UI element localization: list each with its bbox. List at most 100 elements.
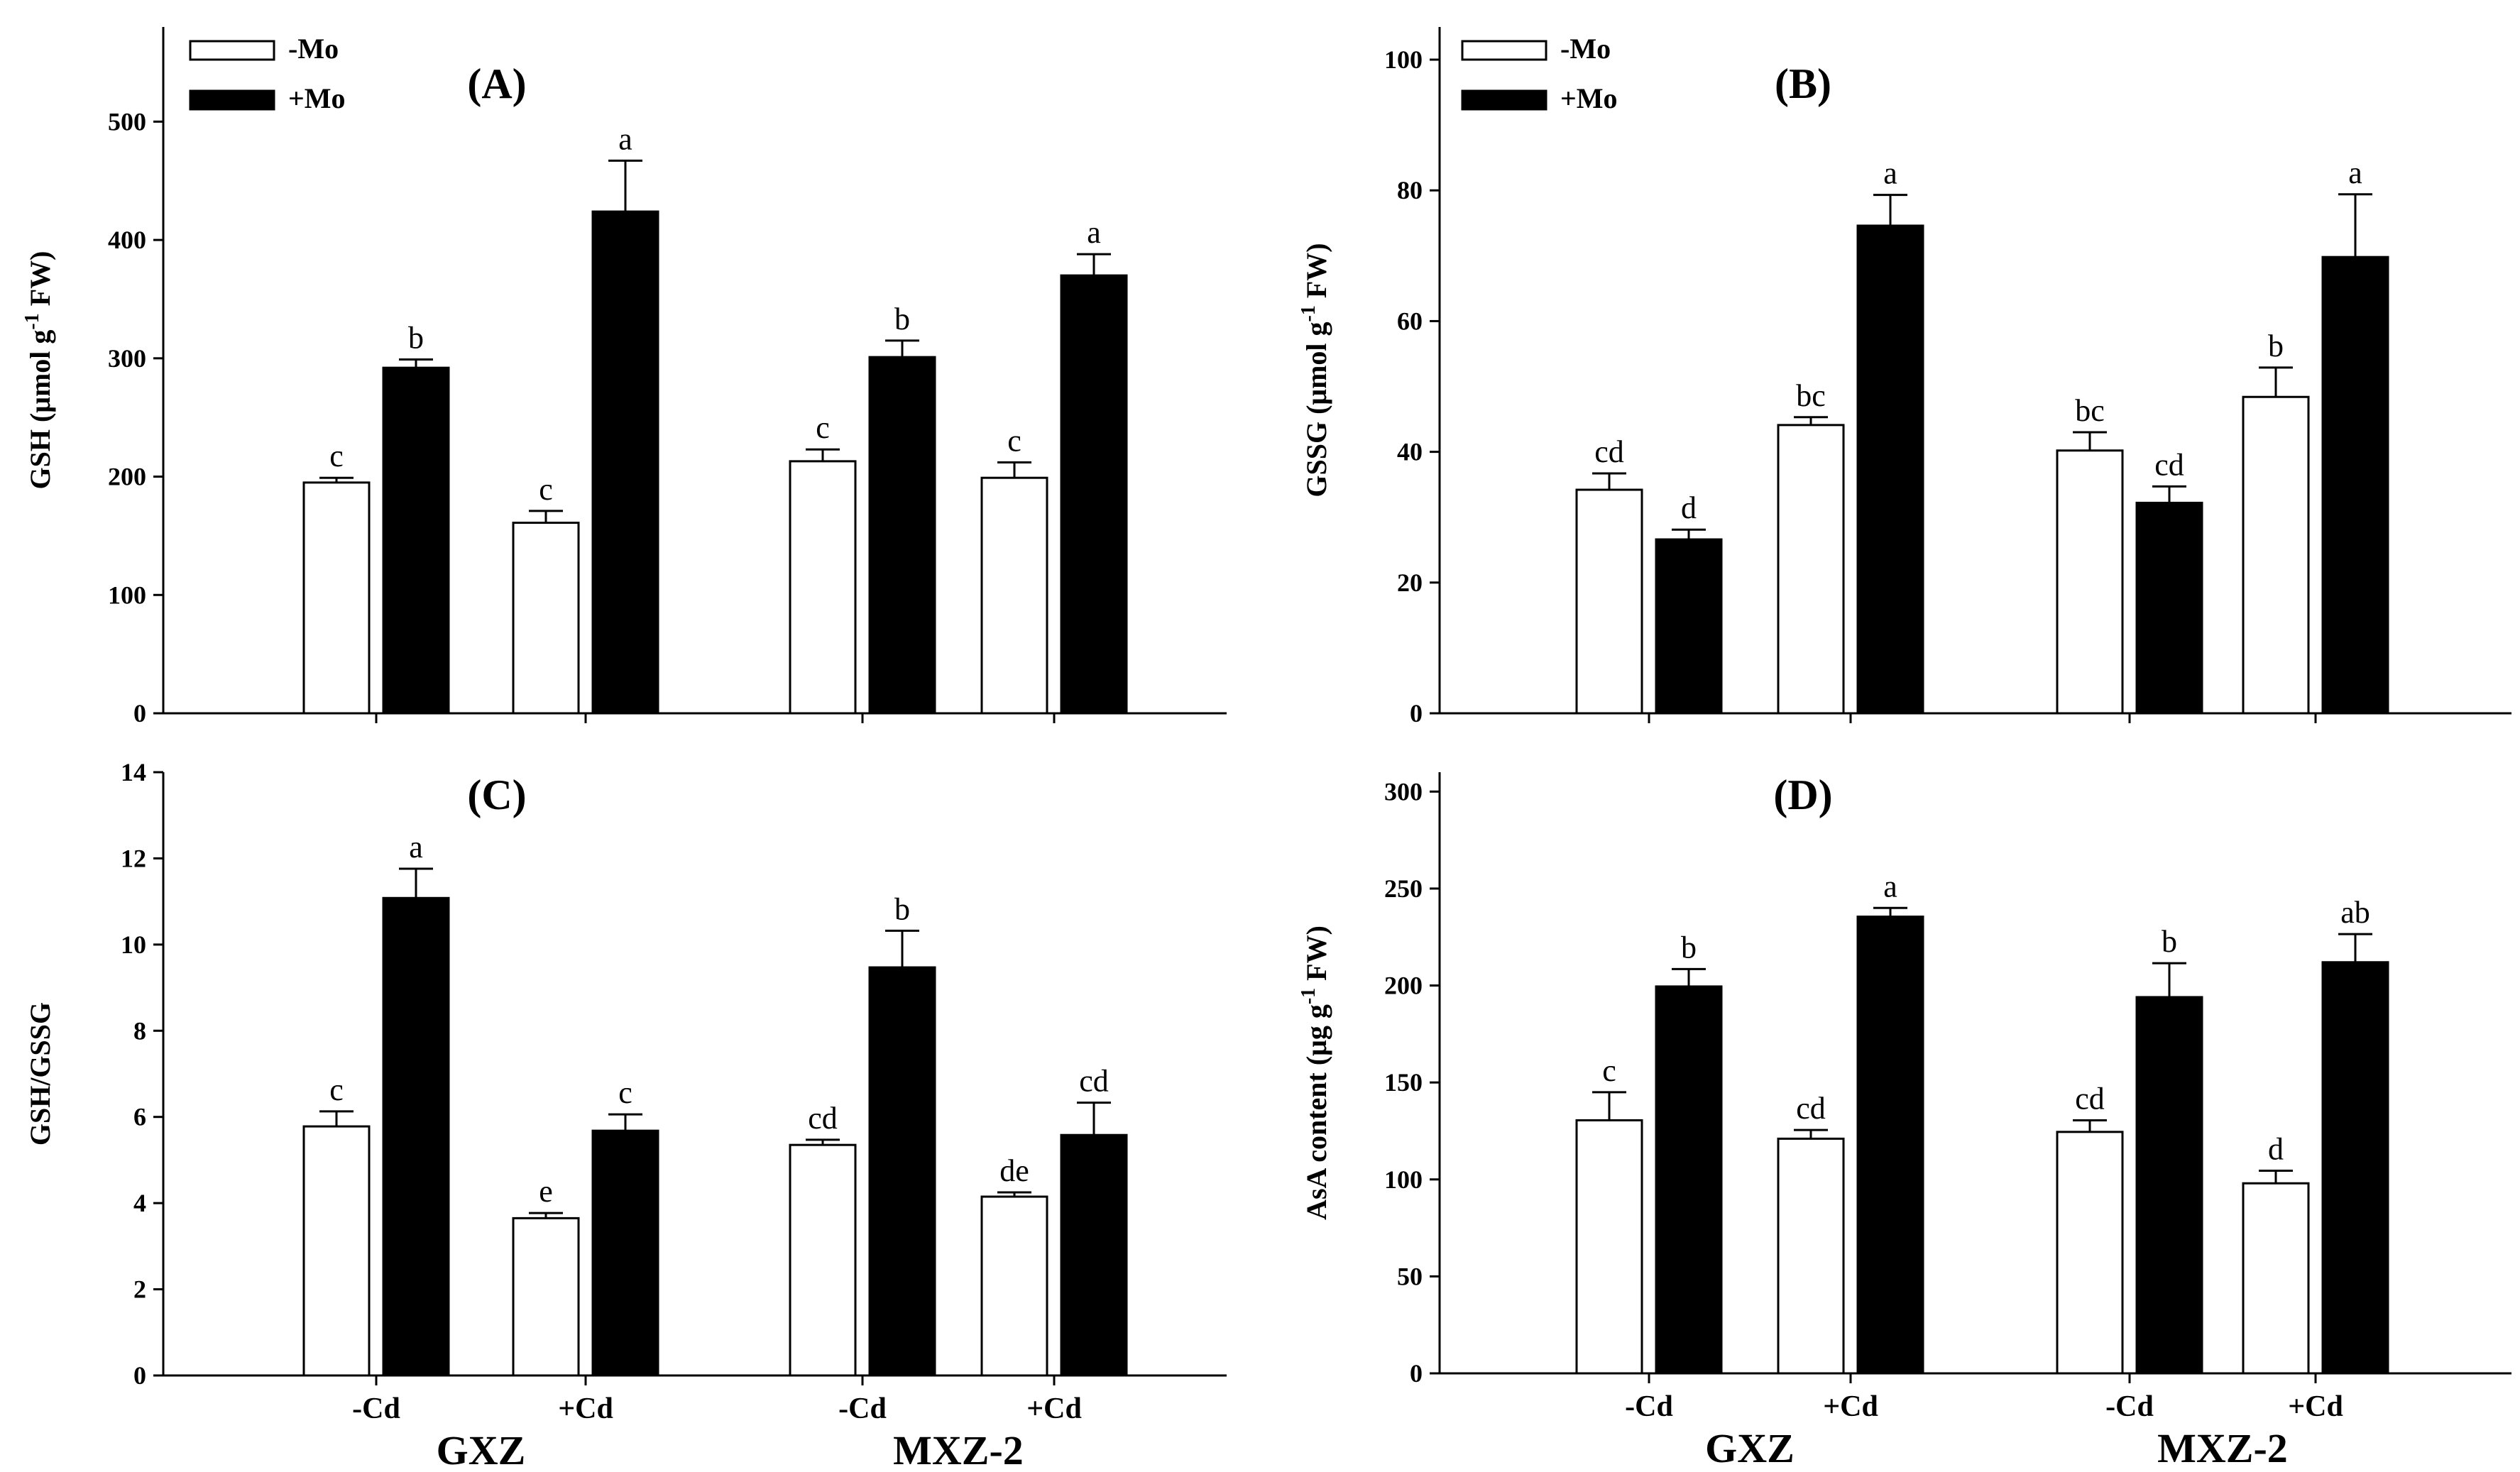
y-tick-label: 50 [1397,1262,1423,1290]
legend-label: +Mo [1560,82,1618,114]
significance-letter: d [1681,490,1697,525]
significance-letter: a [1883,156,1897,191]
significance-letter: b [408,320,424,355]
legend-label: -Mo [1560,33,1611,65]
significance-letter: b [2268,329,2284,363]
significance-letter: cd [2154,447,2184,482]
significance-letter: c [618,1075,632,1110]
legend-swatch-plus-mo [189,89,275,111]
bar-plus-mo [2135,501,2203,715]
significance-letter: a [1087,215,1101,250]
y-tick-label: 300 [1384,777,1423,806]
x-tick-label: +Cd [2288,1390,2343,1423]
bar-minus-mo [980,476,1048,715]
legend-swatch-plus-mo [1461,89,1547,111]
y-tick-label: 14 [121,758,146,786]
y-tick-label: 12 [121,844,146,872]
significance-letter: c [329,1072,344,1107]
significance-letter: cd [1079,1064,1109,1099]
y-tick-label: 200 [108,463,146,491]
x-tick-label: +Cd [1026,1393,1082,1425]
bar-plus-mo [2321,961,2389,1375]
bar-plus-mo [1655,985,1723,1375]
significance-letter: cd [2075,1081,2105,1116]
bar-plus-mo [2321,256,2389,715]
legend: -Mo +Mo [189,33,346,114]
x-tick-label: -Cd [2105,1390,2154,1423]
y-tick-label: 8 [133,1016,146,1045]
legend-label: +Mo [288,82,346,114]
y-tick-label: 6 [133,1103,146,1131]
panel-label: (A) [467,60,526,107]
x-tick-label: +Cd [558,1393,613,1425]
significance-letter: de [999,1153,1029,1188]
significance-letter: b [894,302,910,336]
bar-minus-mo [1575,488,1643,715]
bar-plus-mo [1060,274,1128,715]
bar-plus-mo [591,1129,659,1377]
y-tick-label: 80 [1397,176,1423,204]
significance-letter: cd [1796,1091,1826,1126]
bar-minus-mo [980,1195,1048,1377]
panel-label: (C) [467,771,526,818]
x-tick-label: -Cd [352,1393,400,1425]
significance-letter: a [618,121,632,156]
y-tick-label: 0 [133,699,146,727]
bar-plus-mo [1856,224,1924,715]
bar-minus-mo [1575,1119,1643,1375]
bar-minus-mo [1777,424,1845,715]
legend-label: -Mo [288,33,339,65]
y-tick-label: 20 [1397,569,1423,597]
y-axis-label: GSH (μmol g-1 FW) [21,251,56,490]
bar-minus-mo [512,522,580,715]
bar-minus-mo [789,1143,857,1377]
y-tick-label: 10 [121,930,146,959]
panel-1: 0 100 200 300 400 500 GSH (μmol g-1 FW) (A) c b c a… [21,27,1227,727]
genotype-label: GXZ [1705,1425,1795,1471]
significance-letter: cd [1594,434,1624,469]
bar-plus-mo [1856,916,1924,1375]
bar-minus-mo [1777,1137,1845,1375]
y-tick-label: 300 [108,344,146,373]
bar-minus-mo [789,460,857,715]
y-tick-label: 2 [133,1275,146,1304]
legend-swatch-minus-mo [189,40,275,61]
y-axis-label: AsA content (μg g-1 FW) [1298,926,1332,1220]
y-tick-label: 100 [108,581,146,609]
significance-letter: c [816,410,830,445]
significance-letter: cd [808,1101,838,1136]
significance-letter: bc [2075,393,2105,428]
significance-letter: b [894,891,910,926]
y-tick-label: 0 [1410,1359,1423,1388]
bar-minus-mo [302,1125,371,1377]
bar-minus-mo [2242,1182,2310,1375]
y-axis-label: GSH/GSSG [24,1002,56,1146]
y-axis-label: GSSG (μmol g-1 FW) [1298,243,1332,497]
genotype-label: MXZ-2 [2157,1425,2288,1471]
bar-plus-mo [591,210,659,715]
bar-minus-mo [302,481,371,715]
significance-letter: c [1007,424,1021,458]
significance-letter: a [1883,869,1897,903]
y-tick-label: 100 [1384,1165,1423,1194]
significance-letter: b [1681,930,1697,965]
y-tick-label: 400 [108,226,146,254]
bar-minus-mo [512,1216,580,1377]
significance-letter: d [2268,1131,2284,1166]
panel-4: 0 50 100 150 200 250 300 AsA content (μg g-1 FW… [1298,771,2511,1471]
panel-2: 0 20 40 60 80 100 GSSG (μmol g-1 FW) (B) cd d bc a b… [1298,27,2511,727]
significance-letter: bc [1796,378,1826,413]
y-tick-label: 0 [133,1361,146,1390]
bar-plus-mo [868,356,936,715]
y-tick-label: 4 [133,1189,146,1217]
significance-letter: c [329,439,344,473]
significance-letter: a [409,830,423,864]
significance-letter: ab [2340,895,2370,930]
genotype-label: MXZ-2 [893,1427,1024,1472]
significance-letter: b [2162,924,2177,959]
bar-minus-mo [2242,395,2310,715]
genotype-label: GXZ [437,1427,526,1472]
significance-letter: a [2348,155,2362,190]
y-tick-label: 150 [1384,1068,1423,1097]
